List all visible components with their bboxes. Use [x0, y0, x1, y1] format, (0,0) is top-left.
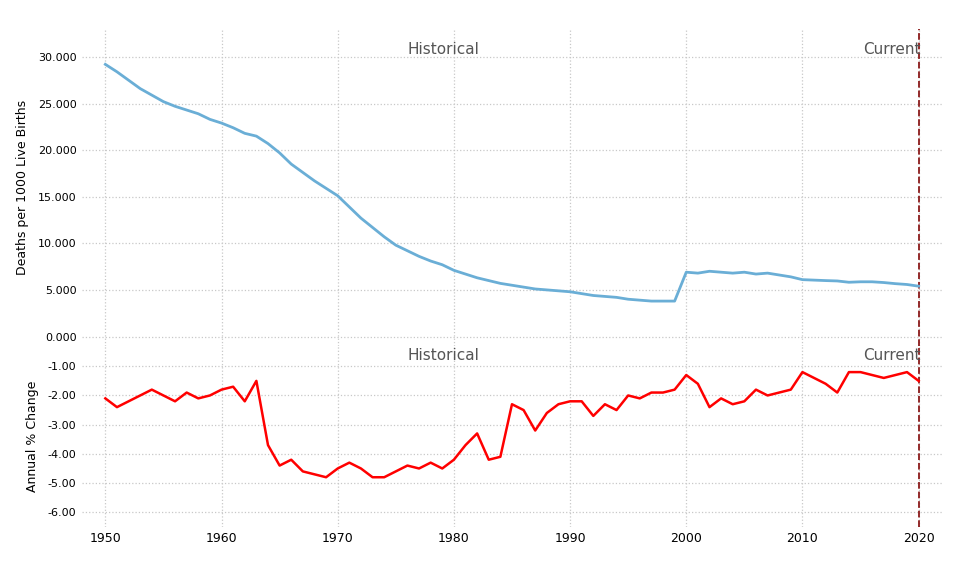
Text: Current: Current	[863, 42, 921, 57]
Y-axis label: Deaths per 1000 Live Births: Deaths per 1000 Live Births	[16, 100, 30, 275]
Text: Historical: Historical	[408, 347, 479, 362]
Text: Current: Current	[863, 347, 921, 362]
Y-axis label: Annual % Change: Annual % Change	[26, 380, 40, 492]
Text: Historical: Historical	[408, 42, 479, 57]
